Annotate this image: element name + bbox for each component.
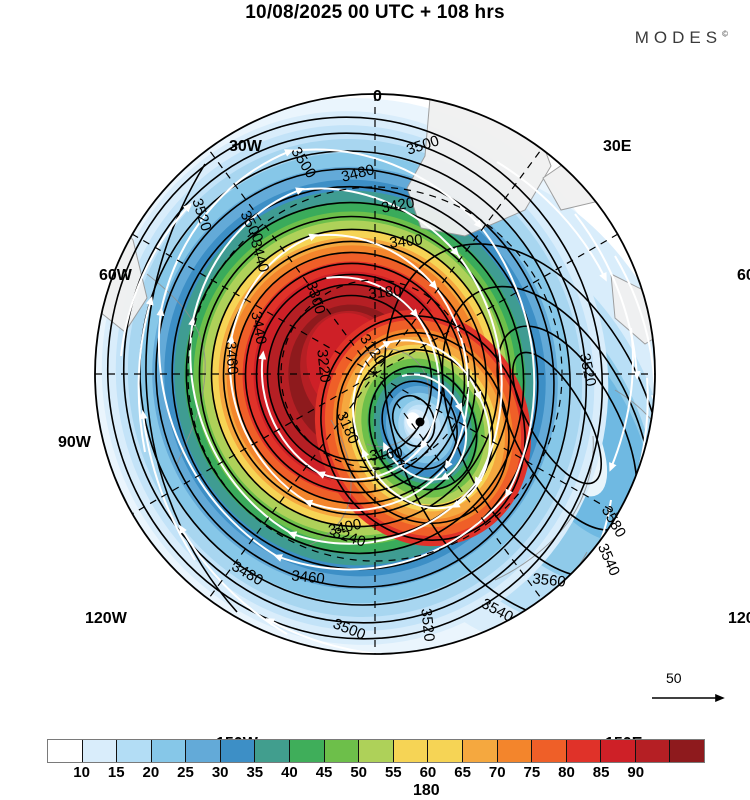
colorbar-tick-labels: 10 15 20 25 30 35 40 45 50 55 60 65 70 75 80 85 90 (47, 764, 705, 784)
contour-label: 3180 (367, 282, 402, 302)
longitude-label-180: 180 (413, 782, 440, 799)
logo-text: MODES (634, 28, 723, 47)
colorbar-tick-10: 10 (73, 764, 90, 781)
colorbar-swatch-0 (48, 740, 83, 762)
longitude-label-120E: 120E (728, 610, 750, 627)
contour-label: 3520 (417, 607, 437, 642)
colorbar-tick-70: 70 (488, 764, 506, 781)
contour-label: 3460 (222, 341, 241, 375)
colorbar-swatch-8 (324, 740, 360, 762)
colorbar-tick-50: 50 (350, 764, 368, 781)
contour-label: 3400 (388, 231, 423, 251)
colorbar-swatch-1 (82, 740, 118, 762)
colorbar-tick-85: 85 (592, 764, 610, 781)
map-canvas: 3500350035003500348034803420342034003400… (94, 93, 656, 655)
low-center-marker (415, 417, 425, 427)
contour-label: 3420 (380, 194, 416, 217)
colorbar-swatch-14 (532, 740, 567, 762)
colorbar-tick-60: 60 (419, 764, 437, 781)
colorbar-swatch-11 (428, 740, 463, 762)
contour-label: 3560 (532, 570, 567, 590)
longitude-label-30W: 30W (229, 138, 262, 155)
colorbar-swatch-12 (462, 740, 498, 762)
colorbar-tick-20: 20 (142, 764, 160, 781)
colorbar-swatch-4 (186, 740, 221, 762)
colorbar-swatch-9 (359, 740, 394, 762)
longitude-label-60E: 60E (737, 267, 750, 284)
colorbar-tick-65: 65 (454, 764, 471, 781)
colorbar-swatch-5 (220, 740, 256, 762)
colorbar-tick-15: 15 (107, 764, 125, 781)
wind-key-arrow (652, 694, 725, 702)
colorbar-swatch-6 (255, 740, 291, 762)
contour-label: 3400 (327, 516, 363, 540)
colorbar-swatch-18 (670, 740, 704, 762)
contour-label: 3160 (368, 444, 403, 464)
modes-logo: MODES© (635, 28, 728, 48)
contour-label: 3440 (247, 310, 270, 346)
longitude-label-90W: 90W (58, 434, 91, 451)
colorbar-tick-25: 25 (177, 764, 194, 781)
contour-label: 3540 (594, 541, 623, 578)
graticule (95, 94, 655, 654)
colorbar-tick-55: 55 (384, 764, 402, 781)
longitude-label-120W: 120W (85, 610, 127, 627)
globe-outline (94, 93, 656, 655)
colorbar-swatch-15 (566, 740, 602, 762)
colorbar-tick-80: 80 (558, 764, 575, 781)
wind-key-value: 50 (666, 670, 682, 686)
polar-stereographic-map: 3500350035003500348034803420342034003400… (55, 60, 695, 680)
colorbar-swatch-7 (290, 740, 325, 762)
contour-label: 3220 (313, 348, 333, 383)
contour-label: 3460 (291, 567, 326, 587)
colorbar-tick-90: 90 (627, 764, 645, 781)
page-title: 10/08/2025 00 UTC + 108 hrs (245, 2, 505, 23)
longitude-label-30E: 30E (603, 138, 632, 155)
map-contents (95, 94, 655, 654)
colorbar-swatch-2 (117, 740, 152, 762)
colorbar (47, 739, 705, 763)
colorbar-tick-45: 45 (315, 764, 333, 781)
colorbar-swatch-17 (635, 740, 671, 762)
colorbar-swatch-13 (497, 740, 533, 762)
colorbar-tick-75: 75 (523, 764, 541, 781)
copyright-mark: © (722, 29, 728, 39)
colorbar-swatch-16 (601, 740, 636, 762)
colorbar-swatch-3 (151, 740, 187, 762)
colorbar-tick-35: 35 (246, 764, 264, 781)
contour-label: 3520 (576, 352, 600, 388)
colorbar-tick-30: 30 (211, 764, 229, 781)
colorbar-tick-40: 40 (281, 764, 298, 781)
wind-vector-key: 50 (650, 670, 740, 712)
longitude-label-0: 0 (373, 88, 382, 105)
longitude-label-60W: 60W (99, 267, 132, 284)
coastlines-thin (146, 273, 655, 627)
colorbar-swatch-10 (393, 740, 429, 762)
